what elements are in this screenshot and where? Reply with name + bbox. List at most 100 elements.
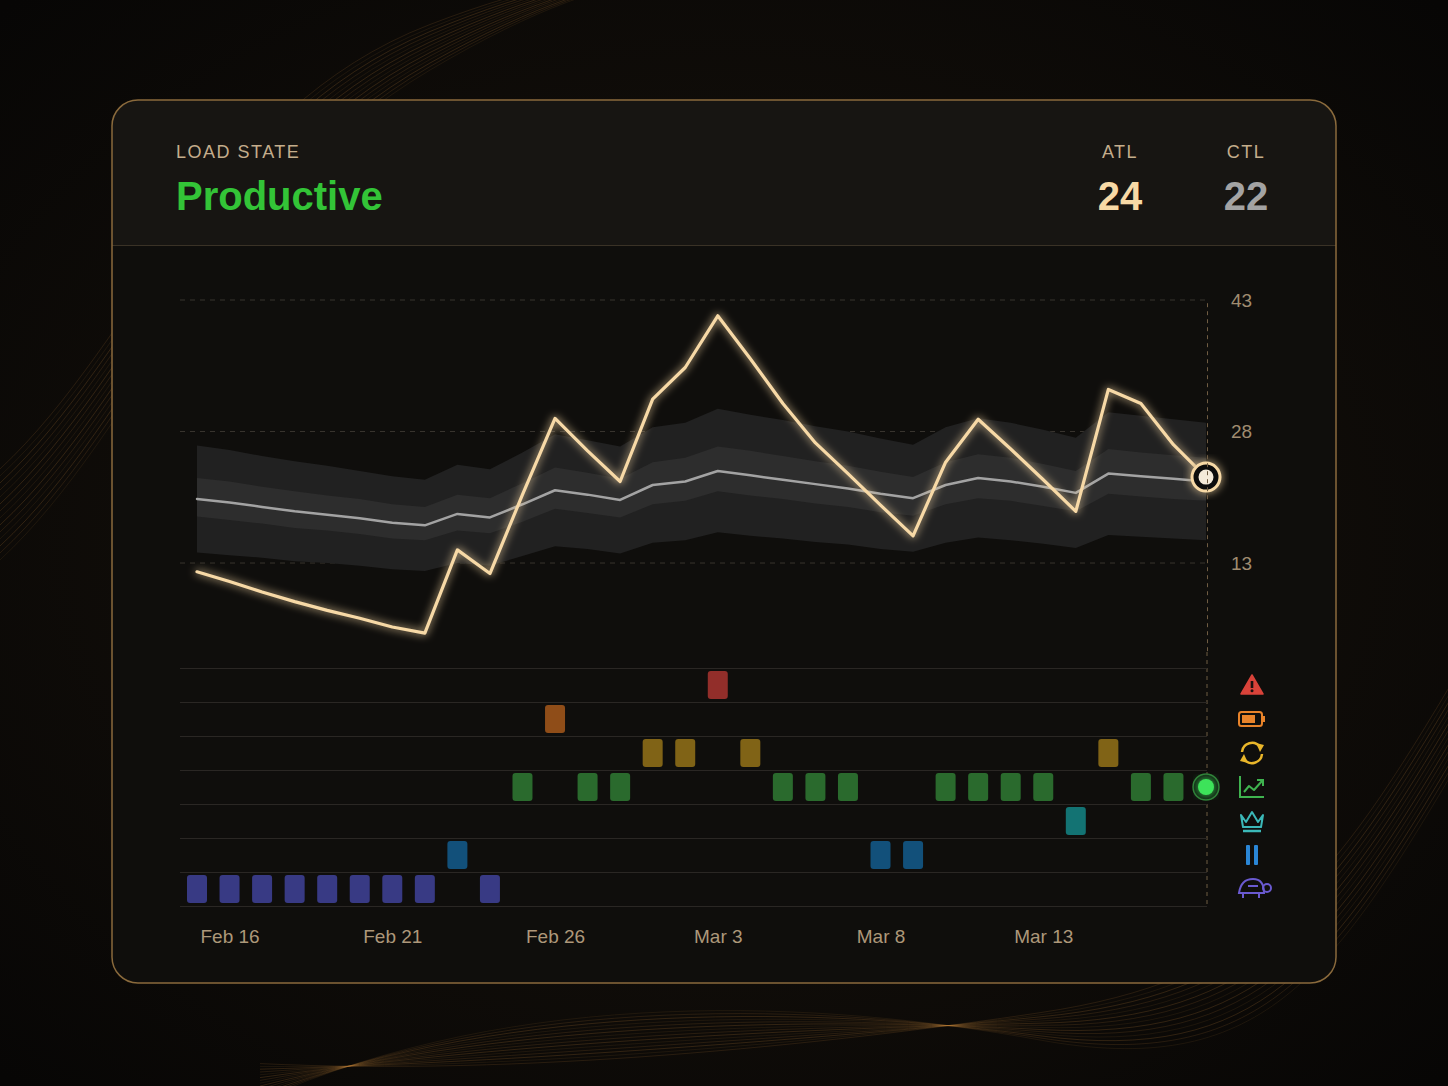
atl-line (197, 316, 1206, 633)
atl-end-ring (1192, 463, 1220, 491)
y-tick-label: 43 (1231, 290, 1252, 311)
event-block (1033, 773, 1053, 801)
row-icon (1241, 812, 1263, 831)
event-block (447, 841, 467, 869)
event-block (545, 705, 565, 733)
status-label: LOAD STATE (176, 142, 300, 162)
chart-root: LOAD STATE Productive ATL 24 CTL 22 13 28 43 Feb … (0, 0, 1448, 1086)
events (187, 671, 1219, 903)
row-icon (1240, 776, 1264, 797)
icon-shape (1262, 716, 1265, 722)
background-waves (0, 0, 1448, 1086)
y-tick: 28 (1207, 421, 1252, 442)
icon-shape (1254, 845, 1258, 865)
event-row-lines (180, 669, 1207, 907)
icon-shape (1241, 675, 1263, 694)
event-row-line (180, 872, 1207, 873)
x-tick: Mar 13 (1014, 906, 1073, 947)
event-block (220, 875, 240, 903)
event-block (1098, 739, 1118, 767)
x-tick-label: Feb 21 (363, 926, 422, 947)
event-block (610, 773, 630, 801)
header: LOAD STATE Productive ATL 24 CTL 22 (176, 142, 1268, 218)
metric-value: 22 (1224, 174, 1269, 218)
x-tick: Mar 8 (857, 906, 906, 947)
event-block (415, 875, 435, 903)
event-block (285, 875, 305, 903)
x-tick-label: Mar 3 (694, 926, 743, 947)
event-row-line (180, 736, 1207, 737)
event-block (187, 875, 207, 903)
x-tick: Mar 3 (694, 906, 743, 947)
event-row-line (180, 804, 1207, 805)
x-tick-label: Feb 26 (526, 926, 585, 947)
icon-shape (1240, 776, 1264, 797)
row-icon (1239, 879, 1271, 898)
icon-shape (1243, 886, 1259, 898)
event-block (252, 875, 272, 903)
event-block (903, 841, 923, 869)
event-row-line (180, 668, 1207, 669)
event-block (968, 773, 988, 801)
icon-shape (1241, 812, 1263, 827)
x-tick-label: Mar 13 (1014, 926, 1073, 947)
icon-shape (1243, 830, 1261, 833)
event-block (805, 773, 825, 801)
icon-shape (1251, 681, 1254, 688)
y-tick: 43 (1207, 290, 1252, 311)
y-axis: 13 28 43 (1207, 290, 1252, 652)
event-block (382, 875, 402, 903)
card (112, 100, 1336, 983)
event-block (350, 875, 370, 903)
event-block (480, 875, 500, 903)
card-border (112, 100, 1336, 983)
card-header (112, 100, 1336, 245)
card-inner (112, 100, 1336, 246)
event-block (1001, 773, 1021, 801)
event-block (708, 671, 728, 699)
metric-value: 24 (1098, 174, 1143, 218)
event-block (936, 773, 956, 801)
y-tick-label: 13 (1231, 553, 1252, 574)
icon-shape (1257, 780, 1263, 786)
background (0, 0, 1448, 1086)
icon-shape (1244, 781, 1262, 792)
status-text: Productive (176, 174, 383, 218)
icon-shape (1242, 715, 1255, 723)
event-block (1163, 773, 1183, 801)
row-icon (1241, 675, 1263, 694)
metric-label: ATL (1102, 142, 1138, 162)
event-block (773, 773, 793, 801)
x-tick: Feb 16 (200, 906, 259, 947)
icon-shape (1239, 712, 1262, 726)
grid-line (180, 300, 1207, 301)
event-row-line (180, 702, 1207, 703)
event-block (871, 841, 891, 869)
icon-shape (1240, 754, 1248, 763)
row-icon (1239, 712, 1265, 726)
x-axis-line (198, 906, 1207, 907)
y-tick-label: 28 (1231, 421, 1252, 442)
x-tick: Feb 26 (526, 906, 585, 947)
event-block (578, 773, 598, 801)
x-tick-label: Feb 16 (200, 926, 259, 947)
ctl-line (197, 471, 1206, 525)
event-block (675, 739, 695, 767)
event-block (740, 739, 760, 767)
header-divider (112, 245, 1336, 246)
metric-label: CTL (1227, 142, 1266, 162)
event-block (317, 875, 337, 903)
atl-end-dot (1199, 470, 1214, 485)
icon-shape (1246, 845, 1250, 865)
event-block (1131, 773, 1151, 801)
icon-shape (1251, 689, 1254, 692)
icon-shape (1263, 884, 1271, 892)
event-block (1066, 807, 1086, 835)
y-axis-line (1207, 301, 1208, 652)
band (197, 446, 1206, 540)
event-block (643, 739, 663, 767)
x-axis: Feb 16 Feb 21 Feb 26 Mar 3 Mar 8 Mar 13 (198, 906, 1207, 947)
current-state-dot (1193, 774, 1219, 800)
current-state-dot (1198, 779, 1214, 795)
row-icon (1240, 743, 1264, 763)
